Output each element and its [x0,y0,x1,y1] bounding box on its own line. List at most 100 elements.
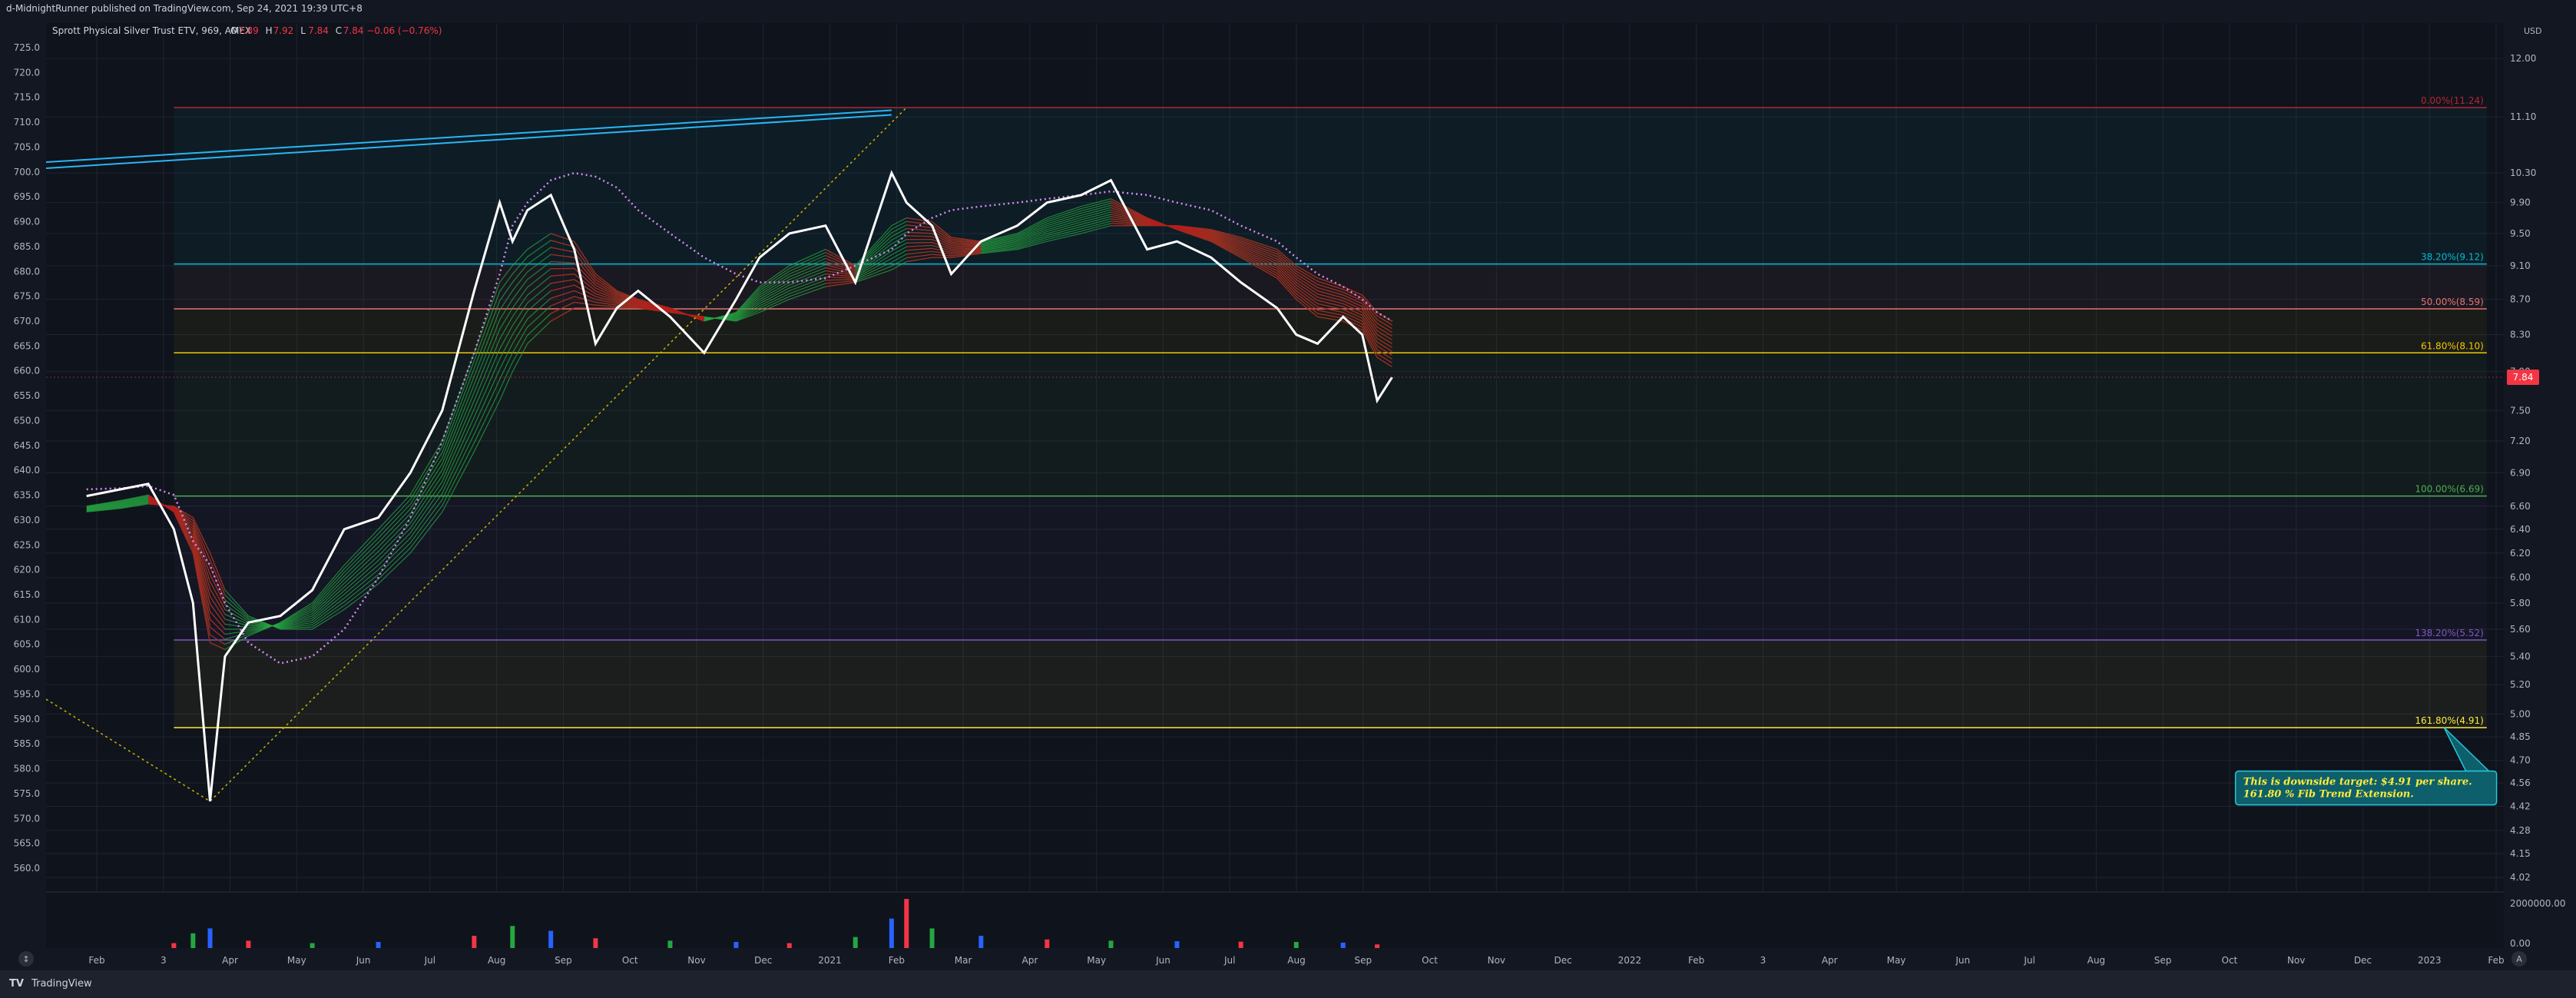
ribbon-line-down [574,301,596,306]
right-tick-label: 6.40 [2510,524,2531,535]
time-tick-label: Aug [2088,955,2105,966]
last-price-tag: 7.84 [2507,370,2539,386]
ribbon-line-down [1111,202,1147,220]
right-tick-label: 6.90 [2510,468,2531,479]
ribbon-line-down [1210,234,1241,247]
ribbon-line-down [1343,311,1362,322]
ribbon-line-down [209,589,226,615]
left-tick-label: 605.0 [14,639,40,650]
ribbon-line-down [825,277,856,279]
ribbon-line-down [1376,337,1392,348]
ribbon-line-down [1362,309,1378,331]
ribbon-line-down [595,296,618,303]
ribbon-line-down [595,284,618,297]
ribbon-line-down [1276,251,1297,269]
ribbon-line-down [1276,258,1297,277]
scale-toggle[interactable]: ↕ [18,951,34,967]
volume-bar [1340,942,1346,948]
right-tick-label: 5.60 [2510,624,2531,635]
left-tick-label: 720.0 [14,67,40,78]
ribbon-line-down [595,274,618,292]
volume-axis-min: 0.00 [2510,938,2531,949]
ribbon-line-down [1210,234,1241,248]
auto-scale-circle[interactable] [2511,951,2527,967]
left-tick-label: 655.0 [14,390,40,401]
price-chart[interactable]: 0.00%(11.24) 38.20%(9.12) 50.00%(8.59) 61.8… [0,17,2576,970]
left-price-axis[interactable]: 560.0 565.0 570.0 575.0 580.0 585.0 590.0 595.0… [14,42,40,874]
ribbon-line-down [1296,299,1318,317]
ribbon-line-down [1276,260,1297,280]
ribbon-line-down [1362,330,1378,358]
left-tick-label: 640.0 [14,465,40,476]
ma-ribbon [86,171,1393,665]
right-tick-label: 6.00 [2510,572,2531,583]
time-tick-label: Apr [222,955,238,966]
ribbon-line-down [1240,255,1278,277]
ohlc-value-2: 7.84 [308,25,329,36]
ribbon-line-down [906,227,932,231]
ribbon-line-down [1240,247,1278,264]
right-tick-label: 5.20 [2510,679,2531,690]
ribbon-line-down [1210,230,1241,240]
ribbon-line-down [1111,218,1147,224]
ribbon-line-down [906,244,932,247]
publish-line: d-MidnightRunner published on TradingVie… [6,3,363,14]
ribbon-line-down [1177,225,1211,230]
ribbon-line-down [1317,303,1343,310]
right-tick-label: 5.40 [2510,651,2531,661]
ribbon-line-down [1111,220,1147,225]
ribbon-line-down [1276,270,1297,291]
time-tick-label: Jun [356,955,371,966]
left-tick-label: 715.0 [14,92,40,103]
time-tick-label: Apr [1822,955,1838,966]
ribbon-line-down [951,251,982,257]
left-tick-label: 650.0 [14,415,40,426]
ribbon-line-down [1376,323,1392,333]
time-axis[interactable]: Feb 3 Apr May Jun Jul Aug Sep Oct Nov Dec 2021 Feb Ma… [88,955,2504,966]
time-tick-label: 3 [161,955,167,966]
right-tick-label: 4.28 [2510,825,2531,836]
ribbon-line-down [1111,216,1147,224]
scale-toggle-circle[interactable] [18,951,34,967]
ribbon-line-down [173,507,194,527]
auto-scale-glyph: A [2516,954,2522,964]
left-tick-label: 690.0 [14,217,40,227]
ribbon-line-down [1111,201,1147,220]
ribbon-line-down [1362,315,1378,339]
ribbon-line-down [1296,293,1318,311]
volume-bar [667,940,673,948]
ribbon-line-down [209,581,226,610]
time-tick-label: 2022 [1618,955,1642,966]
downside-target-callout[interactable]: This is downside target: $4.91 per share… [2234,727,2498,806]
ribbon-line-down [1111,214,1147,224]
left-tick-label: 635.0 [14,490,40,501]
time-tick-label: May [287,955,306,966]
left-tick-label: 700.0 [14,167,40,177]
right-tick-label: 8.30 [2510,329,2531,340]
ribbon-line-down [1343,291,1362,302]
volume-bar [889,918,894,948]
fib-zone [174,353,2487,496]
fib-label: 38.20%(9.12) [2421,252,2484,263]
right-price-axis[interactable]: 12.0011.1010.309.909.509.108.708.307.907… [2510,53,2536,883]
ribbon-line-down [1317,297,1343,304]
ohlc-label-1: H [266,25,273,36]
ribbon-line-down [825,251,856,268]
ribbon-line-down [951,248,982,252]
ribbon-line-down [1296,267,1318,282]
time-tick-label: Feb [88,955,104,966]
right-tick-label: 4.85 [2510,731,2531,742]
left-tick-label: 590.0 [14,714,40,724]
right-tick-label: 6.60 [2510,501,2531,512]
auto-scale-button[interactable]: A [2511,951,2527,967]
time-tick-label: Aug [488,955,505,966]
volume-bar [548,930,554,948]
fib-label: 100.00%(6.69) [2415,484,2483,495]
ribbon-line-down [1210,237,1241,251]
ribbon-line-down [1376,349,1392,360]
ribbon-line-down [1362,312,1378,335]
volume-bar [853,937,858,948]
ribbon-line-down [595,304,618,307]
ribbon-line-down [617,301,638,306]
right-tick-label: 5.00 [2510,708,2531,719]
